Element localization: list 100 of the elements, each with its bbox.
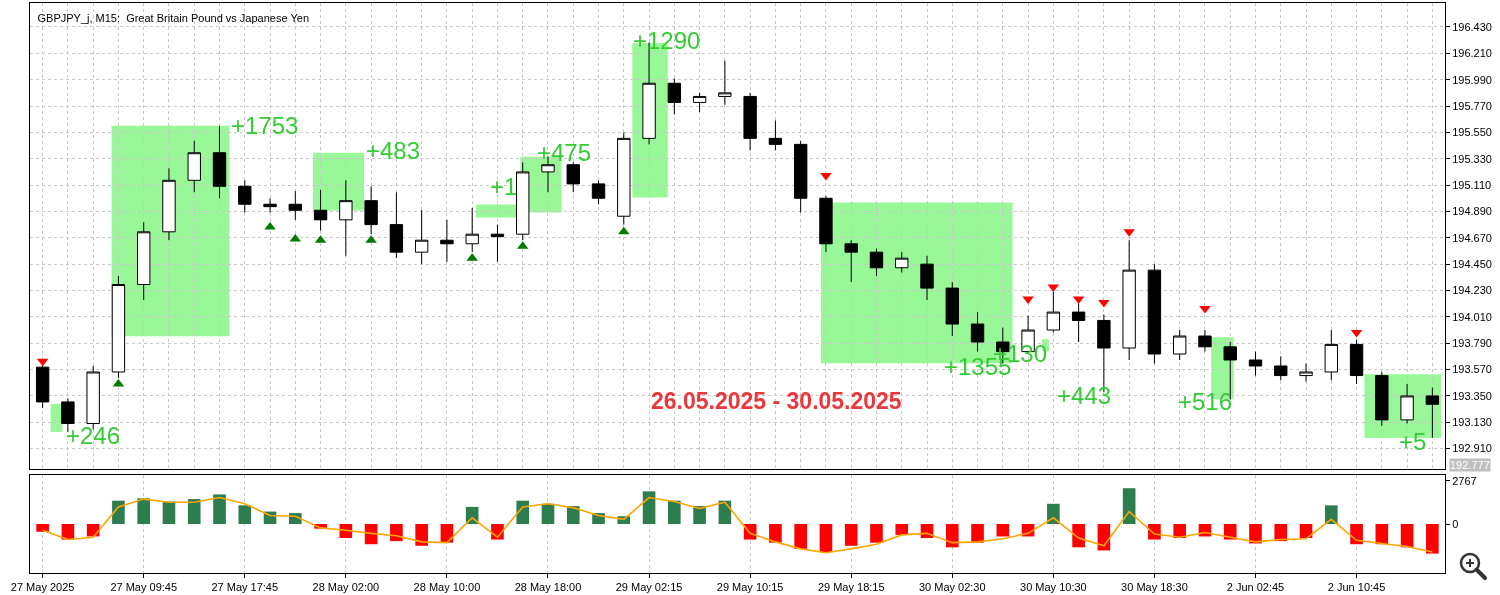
candlestick bbox=[339, 179, 353, 257]
candlestick bbox=[1274, 355, 1288, 381]
candlestick bbox=[793, 140, 808, 214]
candlestick bbox=[692, 92, 707, 113]
bar bbox=[112, 500, 125, 524]
bar bbox=[996, 524, 1010, 537]
x-tick-label: 28 May 02:00 bbox=[312, 581, 380, 594]
candlestick bbox=[844, 239, 858, 283]
candlestick bbox=[1425, 387, 1440, 439]
bar bbox=[945, 524, 959, 548]
bar bbox=[1274, 524, 1288, 542]
candlestick bbox=[465, 207, 479, 253]
y-tick-label: 194.450 bbox=[1452, 258, 1492, 270]
bar bbox=[213, 494, 226, 524]
x-tick-label: 30 May 02:30 bbox=[918, 581, 986, 594]
y-tick-label: 194.890 bbox=[1452, 205, 1492, 218]
bar bbox=[971, 524, 984, 543]
bar bbox=[819, 524, 833, 552]
candlestick bbox=[414, 209, 429, 265]
bar bbox=[1047, 503, 1060, 524]
y-tick-label: 193.130 bbox=[1452, 416, 1492, 429]
candlestick bbox=[162, 167, 176, 241]
candlestick bbox=[920, 255, 934, 301]
x-tick-label: 27 May 17:45 bbox=[211, 581, 279, 594]
candlestick bbox=[187, 140, 201, 193]
annotation: 26.05.2025 - 30.05.2025 bbox=[651, 388, 902, 414]
annotation: +1753 bbox=[231, 112, 299, 139]
candlestick bbox=[490, 224, 505, 263]
y-tick-label: 195.990 bbox=[1452, 73, 1492, 86]
bar bbox=[693, 506, 706, 524]
bar bbox=[895, 524, 909, 535]
bar bbox=[566, 506, 580, 524]
y-tick-label: 194.670 bbox=[1452, 231, 1492, 244]
x-tick-label: 29 May 10:15 bbox=[716, 581, 784, 594]
y-tick-label: 195.330 bbox=[1452, 152, 1492, 165]
candlestick bbox=[238, 179, 252, 214]
candlestick bbox=[1173, 329, 1187, 361]
bar bbox=[870, 524, 883, 543]
annotation: +516 bbox=[1178, 388, 1233, 415]
candlestick bbox=[1400, 383, 1414, 424]
x-tick-label: 28 May 10:00 bbox=[413, 581, 481, 594]
x-tick-label: 2 Jun 02:45 bbox=[1226, 581, 1285, 594]
y-tick-label: 196.430 bbox=[1452, 20, 1492, 33]
candlestick bbox=[516, 161, 530, 241]
annotation: +1290 bbox=[633, 27, 701, 54]
candlestick bbox=[1349, 339, 1364, 385]
annotation: +443 bbox=[1057, 382, 1112, 409]
candlestick bbox=[869, 248, 884, 277]
y-tick-label: 192.910 bbox=[1452, 442, 1492, 455]
candlestick bbox=[1122, 239, 1136, 361]
bar bbox=[238, 505, 252, 524]
y-tick-label: 196.210 bbox=[1452, 47, 1492, 60]
candlestick bbox=[313, 189, 328, 232]
candlestick bbox=[1248, 351, 1263, 377]
bar bbox=[187, 499, 201, 524]
candlestick bbox=[1046, 291, 1061, 333]
bar bbox=[415, 524, 428, 546]
y-tick-label: 195.110 bbox=[1452, 178, 1492, 191]
text: 192.777 bbox=[1450, 459, 1490, 471]
candlestick bbox=[895, 251, 909, 274]
bar bbox=[1350, 524, 1363, 545]
candlestick bbox=[364, 185, 378, 235]
candlestick bbox=[111, 275, 126, 379]
y-tick-label: 194.230 bbox=[1452, 284, 1492, 297]
bar bbox=[794, 524, 807, 549]
candlestick bbox=[945, 281, 959, 337]
candlestick bbox=[743, 92, 757, 151]
candlestick bbox=[667, 77, 682, 115]
bar bbox=[769, 524, 782, 543]
y-tick-label: 193.570 bbox=[1452, 363, 1492, 376]
candlestick bbox=[591, 179, 606, 205]
candlestick bbox=[389, 191, 404, 259]
y-tick-label: 0 bbox=[1452, 517, 1459, 530]
x-tick-label: 2 Jun 10:45 bbox=[1327, 581, 1386, 594]
candlestick bbox=[288, 190, 302, 221]
candlestick bbox=[970, 311, 985, 353]
candlestick bbox=[819, 195, 833, 253]
x-tick-label: 28 May 18:00 bbox=[514, 581, 582, 594]
candlestick bbox=[263, 197, 277, 214]
x-tick-label: 30 May 18:30 bbox=[1121, 581, 1188, 594]
bar bbox=[642, 491, 656, 524]
x-tick-label: 29 May 02:15 bbox=[615, 581, 683, 594]
candlestick bbox=[1147, 263, 1162, 365]
annotation: +5 bbox=[1399, 428, 1427, 455]
y-tick-label: 2767 bbox=[1452, 474, 1477, 487]
bar bbox=[1324, 505, 1338, 524]
candlestick bbox=[1375, 371, 1389, 427]
x-tick-label: 30 May 10:30 bbox=[1020, 581, 1087, 594]
bar bbox=[844, 524, 858, 546]
y-tick-label: 193.350 bbox=[1452, 389, 1492, 402]
candlestick bbox=[137, 221, 151, 301]
candlestick bbox=[440, 219, 454, 263]
x-tick-label: 29 May 18:15 bbox=[817, 581, 885, 594]
y-tick-label: 194.010 bbox=[1452, 310, 1492, 323]
line-series bbox=[41, 496, 1434, 554]
annotation: +483 bbox=[366, 137, 421, 164]
bar bbox=[668, 500, 681, 524]
candlestick bbox=[566, 161, 580, 193]
x-tick-label: 27 May 2025 bbox=[10, 581, 75, 594]
bar bbox=[1072, 524, 1085, 548]
